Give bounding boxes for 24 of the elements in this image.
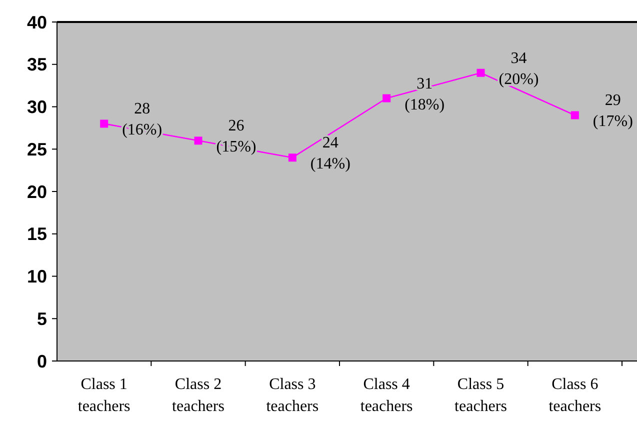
x-tick-label: Class 1 teachers	[78, 376, 130, 415]
point	[288, 154, 296, 162]
x-tick-label: Class 3 teachers	[266, 376, 319, 415]
data-label: 29 (17%)	[592, 92, 633, 130]
data-label: 34 (20%)	[498, 50, 539, 88]
y-tick-label: 15	[26, 224, 47, 244]
x-tick-label: Class 4 teachers	[360, 376, 413, 415]
point	[382, 94, 391, 102]
point	[476, 68, 485, 77]
y-tick-label: 5	[36, 308, 47, 329]
y-tick-label: 35	[26, 54, 47, 75]
x-tick-label: Class 2 teachers	[172, 376, 224, 415]
y-tick-label: 20	[26, 182, 47, 202]
data-label: 24 (14%)	[310, 134, 350, 173]
y-tick-label: 10	[26, 266, 47, 287]
x-tick-label: Class 5 teachers	[454, 376, 507, 415]
point	[194, 136, 202, 145]
y-tick-label: 0	[36, 351, 47, 372]
point	[570, 111, 579, 120]
y-tick-label: 30	[26, 97, 47, 118]
point	[100, 120, 108, 128]
x-tick-label: Class 6 teachers	[548, 376, 602, 415]
y-tick-label: 25	[26, 139, 47, 160]
y-tick-label: 40	[26, 12, 47, 32]
